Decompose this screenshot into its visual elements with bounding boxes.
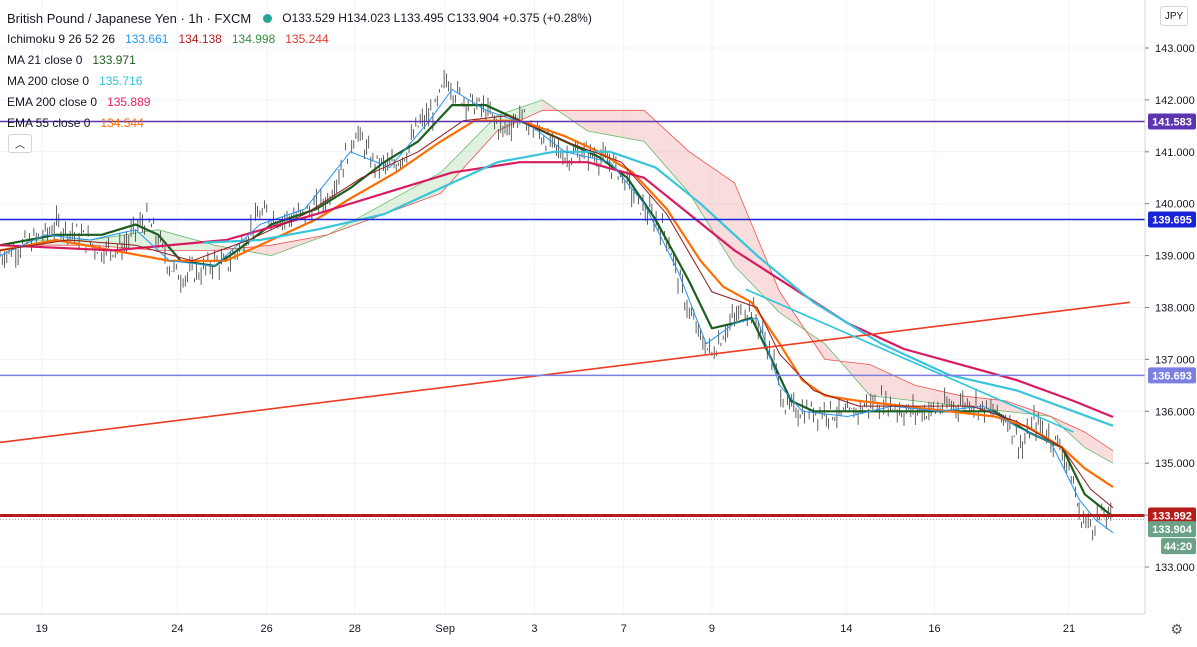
trendline[interactable]	[0, 301, 1131, 444]
current-price-label: 133.904	[1152, 524, 1193, 536]
x-tick-label: 28	[349, 623, 361, 635]
legend-indicator-row[interactable]: MA 21 close 0 133.971	[7, 50, 592, 71]
indicator-name: Ichimoku 9 26 52 26	[7, 32, 116, 46]
ichimoku-cloud-segment	[960, 395, 1006, 412]
indicator-name: EMA 200 close 0	[7, 95, 98, 109]
y-tick-label: 141.000	[1155, 147, 1195, 159]
ichimoku-cloud-segment	[542, 99, 588, 132]
level-price-label-bg	[1148, 211, 1196, 228]
y-tick-label: 139.000	[1155, 251, 1195, 263]
symbol-title[interactable]: British Pound / Japanese Yen · 1h · FXCM	[7, 11, 252, 26]
ichimoku-cloud-segment	[689, 151, 735, 266]
x-tick-label: 19	[36, 623, 48, 635]
x-tick-label: 24	[171, 623, 183, 635]
market-status-icon	[263, 14, 273, 23]
legend-indicator-row[interactable]: EMA 55 close 0 134.544	[7, 113, 592, 134]
bar-countdown-label: 44:20	[1164, 541, 1192, 553]
level-price-label-bg	[1148, 367, 1196, 384]
x-tick-label: 9	[709, 623, 715, 635]
level-price-label: 133.992	[1152, 511, 1192, 523]
gear-icon[interactable]: ⚙	[1170, 621, 1183, 637]
legend-indicator-row[interactable]: EMA 200 close 0 135.889	[7, 92, 592, 113]
indicator-name: EMA 55 close 0	[7, 116, 91, 130]
ohlc-readout: O133.529 H134.023 L133.495 C133.904 +0.3…	[282, 11, 592, 25]
currency-button[interactable]: JPY	[1160, 6, 1188, 26]
y-tick-label: 135.000	[1155, 458, 1195, 470]
indicator-value: 135.889	[107, 95, 151, 109]
y-tick-label: 138.000	[1155, 303, 1195, 315]
ichimoku-cloud-segment	[440, 115, 498, 194]
senkou-span-b-line	[22, 109, 1114, 452]
indicator-value: 133.661	[125, 32, 169, 46]
trendline[interactable]	[745, 288, 1074, 433]
ichimoku-cloud-segment	[1084, 432, 1114, 464]
y-tick-label: 143.000	[1155, 43, 1195, 55]
chart-legend: British Pound / Japanese Yen · 1h · FXCM…	[7, 8, 592, 134]
indicator-value: 134.998	[231, 32, 276, 46]
x-tick-label: 7	[621, 623, 627, 635]
x-tick-label: Sep	[435, 623, 455, 635]
level-price-label-bg	[1148, 113, 1196, 130]
legend-indicator-row[interactable]: MA 200 close 0 135.716	[7, 71, 592, 92]
indicator-value: 133.971	[92, 53, 136, 67]
x-tick-label: 26	[261, 623, 273, 635]
current-price-label-bg	[1148, 521, 1196, 538]
indicator-name: MA 200 close 0	[7, 74, 90, 88]
level-price-label: 136.693	[1152, 370, 1192, 382]
indicator-value: 134.138	[178, 32, 222, 46]
x-tick-label: 16	[928, 623, 940, 635]
ichimoku-cloud-segment	[384, 172, 441, 215]
level-price-label: 139.695	[1152, 215, 1192, 227]
y-tick-label: 136.000	[1155, 406, 1195, 418]
series-line	[0, 115, 1114, 509]
price-bars	[0, 69, 1112, 541]
level-price-label-bg	[1148, 507, 1196, 524]
chevron-up-icon[interactable]: ︿	[8, 134, 32, 153]
legend-indicator-row[interactable]: Ichimoku 9 26 52 26 133.661 134.138 134.998…	[7, 29, 592, 50]
y-tick-label: 140.000	[1155, 199, 1195, 211]
indicator-value: 135.716	[99, 74, 143, 88]
x-tick-label: 3	[531, 623, 537, 635]
indicator-value: 134.544	[100, 116, 144, 130]
y-tick-label: 133.000	[1155, 562, 1195, 574]
ichimoku-cloud-segment	[644, 110, 690, 194]
y-tick-label: 137.000	[1155, 354, 1195, 366]
x-tick-label: 21	[1063, 623, 1075, 635]
indicator-value: 135.244	[285, 32, 329, 46]
ichimoku-cloud-segment	[734, 182, 780, 313]
series-line	[0, 119, 1114, 489]
series-line	[0, 161, 1114, 419]
x-tick-label: 14	[840, 623, 852, 635]
y-tick-label: 142.000	[1155, 95, 1195, 107]
countdown-label-bg	[1161, 538, 1196, 555]
legend-symbol-row: British Pound / Japanese Yen · 1h · FXCM…	[7, 8, 592, 29]
indicator-name: MA 21 close 0	[7, 53, 83, 67]
level-price-label: 141.583	[1152, 117, 1192, 129]
